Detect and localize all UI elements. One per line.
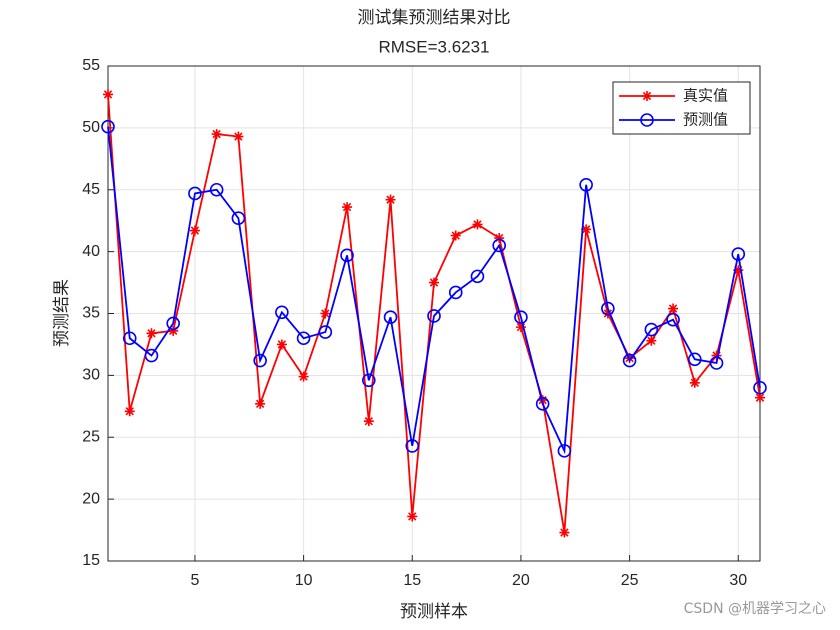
marker: [231, 211, 246, 226]
y-tick-label: 35: [82, 305, 100, 322]
x-tick-label: 10: [295, 572, 313, 589]
legend-label: 预测值: [683, 111, 728, 129]
marker: [753, 380, 767, 395]
marker: [733, 265, 744, 276]
marker: [407, 511, 418, 522]
marker: [276, 339, 287, 350]
marker: [209, 182, 224, 197]
marker: [103, 89, 113, 100]
marker: [581, 224, 592, 235]
y-tick-label: 30: [82, 367, 100, 384]
legend-box: [612, 81, 751, 135]
marker: [253, 353, 267, 368]
marker: [644, 322, 659, 337]
watermark: CSDN @机器学习之心: [684, 601, 826, 617]
marker: [624, 353, 635, 364]
marker: [101, 119, 115, 134]
marker: [298, 371, 309, 382]
y-tick-label: 40: [82, 243, 100, 260]
marker: [731, 247, 746, 261]
chart-title: 测试集预测结果对比: [358, 8, 511, 28]
marker: [275, 305, 289, 320]
marker: [559, 527, 570, 538]
y-tick-label: 50: [82, 119, 100, 136]
marker: [537, 395, 548, 406]
marker: [642, 91, 652, 101]
legend-label: 真实值: [683, 87, 728, 105]
marker: [255, 398, 266, 409]
marker: [689, 377, 700, 388]
marker: [320, 308, 331, 319]
marker: [122, 331, 137, 346]
marker: [515, 322, 526, 333]
marker: [189, 225, 200, 236]
marker: [340, 248, 354, 263]
marker: [492, 238, 507, 253]
series-line: [107, 126, 761, 455]
x-tick-label: 20: [512, 572, 530, 589]
marker: [494, 233, 505, 244]
marker: [668, 303, 679, 314]
x-axis-label: 预测样本: [400, 602, 468, 622]
marker: [318, 325, 333, 339]
y-tick-label: 25: [82, 428, 100, 445]
marker: [579, 178, 593, 192]
marker: [405, 439, 420, 453]
marker: [342, 202, 353, 213]
marker: [711, 350, 722, 361]
x-tick-label: 25: [621, 572, 639, 589]
x-tick-label: 15: [403, 572, 421, 589]
marker: [622, 353, 637, 368]
marker: [640, 113, 654, 127]
marker: [168, 325, 179, 336]
marker: [144, 348, 159, 363]
marker: [166, 316, 180, 331]
y-tick-label: 20: [82, 490, 100, 507]
y-axis-label: 预测结果: [52, 279, 72, 347]
marker: [472, 219, 483, 230]
marker: [383, 310, 398, 325]
marker: [427, 309, 441, 323]
chart-subtitle: RMSE=3.6231: [378, 37, 489, 56]
y-tick-label: 15: [82, 552, 100, 569]
marker: [709, 356, 724, 370]
marker: [429, 277, 439, 288]
y-tick-label: 45: [82, 181, 100, 198]
marker: [233, 131, 244, 142]
marker: [601, 301, 615, 316]
marker: [666, 312, 680, 327]
marker: [450, 230, 461, 241]
marker: [211, 129, 222, 140]
marker: [535, 397, 550, 411]
marker: [448, 285, 463, 300]
marker: [602, 308, 613, 319]
marker: [557, 444, 572, 458]
x-tick-label: 30: [729, 572, 747, 589]
marker: [755, 392, 765, 403]
marker: [646, 335, 657, 346]
marker: [385, 194, 396, 205]
marker: [514, 310, 528, 325]
marker: [363, 416, 374, 427]
y-tick-label: 55: [82, 57, 100, 74]
x-tick-label: 5: [190, 572, 199, 589]
marker: [146, 328, 157, 339]
plot-frame: [107, 65, 761, 562]
marker: [687, 352, 702, 367]
marker: [296, 331, 311, 346]
marker: [188, 186, 202, 201]
marker: [124, 406, 135, 417]
marker: [361, 373, 376, 388]
marker: [470, 269, 485, 284]
